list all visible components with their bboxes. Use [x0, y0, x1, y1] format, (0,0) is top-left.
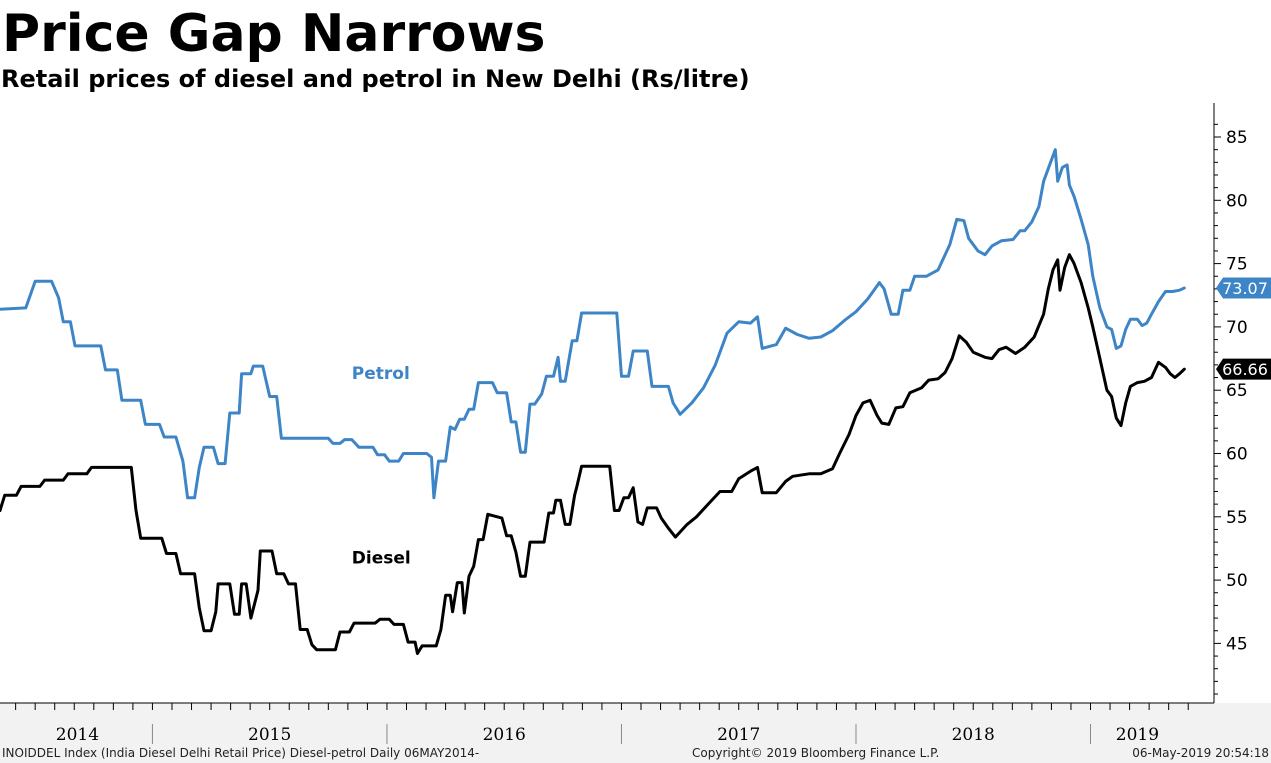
- x-tick-label: 2015: [248, 725, 291, 745]
- series-line-petrol: [0, 148, 1186, 500]
- y-tick-label: 75: [1226, 255, 1248, 275]
- last-value-label-diesel: 66.66: [1222, 360, 1268, 379]
- last-value-tag-petrol: [1216, 277, 1271, 299]
- series-label-petrol: Petrol: [352, 364, 410, 384]
- x-tick-label: 2018: [952, 725, 995, 745]
- last-value-label-petrol: 73.07: [1222, 279, 1268, 298]
- x-tick-label: 2014: [56, 725, 99, 745]
- y-tick-label: 80: [1226, 191, 1248, 211]
- y-tick-label: 85: [1226, 128, 1248, 148]
- last-value-tag-diesel: [1216, 358, 1271, 380]
- y-tick-label: 50: [1226, 571, 1248, 591]
- x-tick-label: 2017: [717, 725, 760, 745]
- x-tick-label: 2016: [483, 725, 526, 745]
- series-line-diesel: [0, 253, 1186, 655]
- x-tick-label: 2019: [1116, 725, 1159, 745]
- y-tick-label: 45: [1226, 634, 1248, 654]
- chart-title: Price Gap Narrows: [2, 4, 546, 64]
- y-tick-label: 60: [1226, 445, 1248, 465]
- y-tick-label: 55: [1226, 508, 1248, 528]
- footer-timestamp: 06-May-2019 20:54:18: [1132, 746, 1269, 760]
- x-axis-band: [0, 703, 1271, 763]
- footer-copyright: Copyright© 2019 Bloomberg Finance L.P.: [692, 746, 940, 760]
- chart-subtitle: Retail prices of diesel and petrol in Ne…: [1, 65, 750, 93]
- footer-source: INOIDDEL Index (India Diesel Delhi Retai…: [2, 746, 480, 760]
- series-label-diesel: Diesel: [352, 549, 411, 569]
- y-tick-label: 65: [1226, 381, 1248, 401]
- y-tick-label: 70: [1226, 318, 1248, 338]
